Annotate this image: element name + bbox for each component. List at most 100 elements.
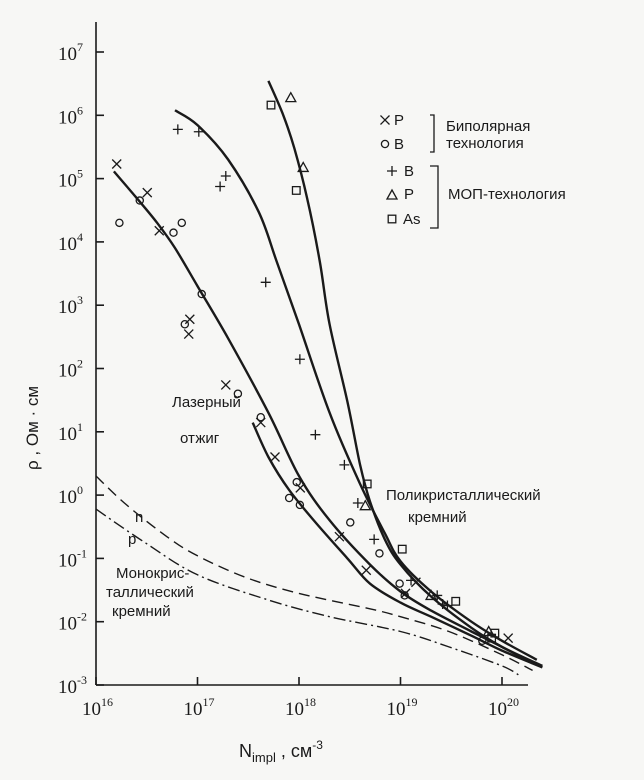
point-x-2 <box>154 225 165 236</box>
y-tick-label-5: 102 <box>58 357 83 382</box>
mono-annotation-line-1: Монокрис- <box>116 565 189 582</box>
y-tick-label-9: 106 <box>58 103 83 128</box>
y-tick-label-2: 10-1 <box>58 546 87 571</box>
legend-label-p-triangle: P <box>404 186 414 203</box>
point-x-1 <box>142 187 153 198</box>
point-circle-4 <box>197 289 206 299</box>
point-plus-13 <box>442 600 453 611</box>
x-tick-label-0: 1016 <box>82 695 113 720</box>
curve-3 <box>251 422 543 669</box>
point-x-10 <box>361 565 372 576</box>
x-axis-label: Nimpl , см-3 <box>239 738 323 765</box>
point-circle-9 <box>284 493 294 503</box>
legend-group-bipolar-line-2: технология <box>446 135 524 152</box>
y-tick-label-4: 101 <box>58 420 83 445</box>
point-triangle-3 <box>424 589 438 601</box>
y-tick-label-1: 10-2 <box>58 610 87 635</box>
y-tick-label-7: 104 <box>58 230 83 255</box>
y-tick-label-8: 105 <box>58 167 83 192</box>
laser-annotation-line-1: Лазерный <box>172 394 241 411</box>
point-plus-9 <box>369 534 380 545</box>
point-circle-0 <box>115 218 124 228</box>
legend-label-as-square: As <box>403 211 421 228</box>
point-circle-12 <box>375 549 384 558</box>
curve-4 <box>95 475 533 672</box>
n-curve-label: n <box>135 509 143 526</box>
x-tick-label-2: 1018 <box>285 695 316 720</box>
point-triangle-2 <box>359 499 372 511</box>
legend-marker-circle <box>380 139 390 149</box>
legend-group-bipolar-line-1: Биполярная <box>446 118 530 135</box>
point-plus-0 <box>172 124 183 135</box>
point-circle-3 <box>177 218 187 228</box>
poly-annotation-line-2: кремний <box>408 509 467 526</box>
point-square-1 <box>291 185 301 195</box>
point-circle-11 <box>346 518 355 527</box>
curve-2 <box>267 80 543 667</box>
point-plus-4 <box>260 277 271 288</box>
legend-label-p-x: P <box>394 112 404 129</box>
point-x-5 <box>220 379 231 390</box>
y-axis-label: ρ , Ом · см <box>23 386 42 470</box>
curve-1 <box>174 109 538 661</box>
point-plus-10 <box>406 575 417 586</box>
point-plus-5 <box>294 354 305 365</box>
point-x-13 <box>503 633 514 644</box>
mono-annotation-line-3: кремний <box>112 603 171 620</box>
point-circle-8 <box>292 477 301 487</box>
point-x-3 <box>184 314 195 325</box>
point-plus-8 <box>352 498 363 509</box>
point-x-7 <box>270 452 280 462</box>
point-square-0 <box>266 100 276 110</box>
legend-group-mos-line-1: МОП-технология <box>448 186 566 203</box>
point-circle-6 <box>233 389 243 398</box>
legend-marker-x <box>380 115 390 125</box>
poly-annotation-line-1: Поликристаллический <box>386 487 541 504</box>
point-circle-1 <box>135 196 145 205</box>
point-x-12 <box>410 577 421 588</box>
point-circle-14 <box>400 591 409 600</box>
curve-0 <box>112 170 534 665</box>
p-curve-label: p <box>128 531 136 548</box>
legend: P B Биполярная технология B P As МОП-тех… <box>380 112 566 229</box>
point-square-6 <box>487 633 497 643</box>
point-x-8 <box>295 482 306 493</box>
point-plus-1 <box>193 126 204 137</box>
legend-marker-plus <box>387 166 397 176</box>
point-square-3 <box>397 544 407 554</box>
legend-bracket-mos <box>430 165 439 229</box>
point-x-4 <box>183 329 194 340</box>
point-plus-12 <box>437 599 448 610</box>
point-triangle-1 <box>297 161 310 173</box>
point-circle-5 <box>180 320 190 329</box>
point-circle-2 <box>169 228 178 237</box>
point-triangle-0 <box>284 91 297 103</box>
point-square-4 <box>451 596 461 606</box>
point-plus-2 <box>215 181 226 192</box>
point-circle-15 <box>478 636 487 646</box>
point-square-2 <box>362 479 372 489</box>
point-circle-10 <box>295 500 305 510</box>
y-tick-label-0: 10-3 <box>58 673 87 698</box>
point-circle-13 <box>395 579 404 588</box>
x-tick-label-3: 1019 <box>387 695 418 720</box>
x-tick-label-4: 1020 <box>488 695 519 720</box>
curve-5 <box>95 508 521 677</box>
laser-annotation-line-2: отжиг <box>180 430 220 447</box>
y-tick-label-10: 107 <box>58 40 83 65</box>
mono-annotation-line-2: таллический <box>106 584 194 601</box>
legend-bracket-bipolar <box>430 114 435 153</box>
point-circle-7 <box>256 412 266 422</box>
legend-label-b-circle: B <box>394 136 404 153</box>
x-tick-label-1: 1017 <box>184 695 215 720</box>
legend-label-b-plus: B <box>404 163 414 180</box>
y-tick-label-6: 103 <box>58 293 83 318</box>
point-plus-6 <box>310 429 321 440</box>
legend-marker-triangle <box>385 188 399 200</box>
y-tick-label-3: 100 <box>58 483 83 508</box>
point-x-0 <box>111 159 122 169</box>
point-plus-7 <box>339 459 350 470</box>
point-plus-3 <box>220 170 231 181</box>
point-x-9 <box>334 531 345 542</box>
